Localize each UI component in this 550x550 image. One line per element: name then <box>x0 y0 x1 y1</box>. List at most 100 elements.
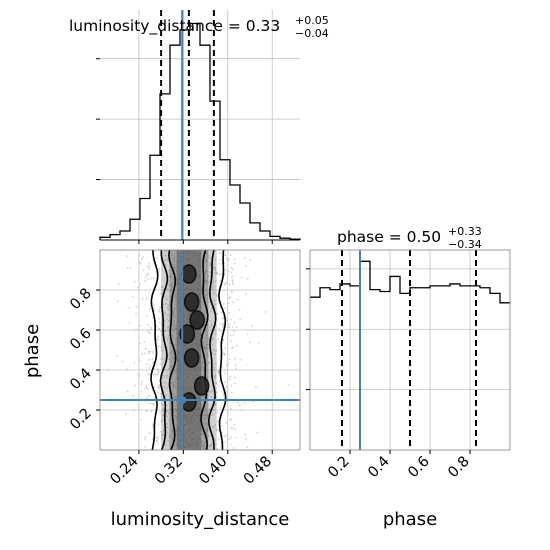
scatter-point <box>192 432 195 435</box>
phase-histogram-panel <box>306 249 511 454</box>
scatter-point <box>184 293 187 296</box>
scatter-point <box>226 319 229 322</box>
scatter-point <box>216 391 218 393</box>
scatter-point <box>187 376 190 378</box>
scatter-point <box>145 385 147 387</box>
scatter-point <box>246 446 249 448</box>
scatter-point <box>135 313 138 315</box>
scatter-point <box>199 300 201 303</box>
scatter-point <box>215 313 218 316</box>
scatter-point <box>185 420 188 423</box>
scatter-point <box>139 283 142 285</box>
scatter-point <box>210 340 213 343</box>
scatter-point <box>212 348 215 350</box>
scatter-point <box>199 411 202 413</box>
scatter-point <box>190 251 193 254</box>
scatter-point <box>220 424 223 427</box>
scatter-point <box>137 372 140 375</box>
scatter-point <box>205 270 208 273</box>
scatter-point <box>198 253 200 256</box>
scatter-point <box>216 271 218 274</box>
scatter-point <box>166 339 169 341</box>
scatter-point <box>217 338 220 341</box>
scatter-point <box>167 337 170 340</box>
scatter-point <box>177 337 180 339</box>
scatter-point <box>159 330 162 333</box>
contour-blob <box>183 292 200 312</box>
scatter-point <box>148 402 150 404</box>
scatter-point <box>176 358 179 360</box>
scatter-point <box>202 396 205 398</box>
scatter-point <box>230 271 233 274</box>
scatter-point <box>214 376 216 379</box>
scatter-point <box>147 352 150 354</box>
scatter-point <box>144 347 147 350</box>
scatter-point <box>232 346 234 348</box>
scatter-point <box>152 352 155 355</box>
panel-frame <box>309 249 511 451</box>
scatter-point <box>163 385 166 388</box>
scatter-point <box>165 298 168 301</box>
scatter-point <box>145 363 148 366</box>
scatter-point <box>178 320 181 322</box>
scatter-point <box>140 383 143 386</box>
scatter-point <box>164 254 167 257</box>
lumi-title-lower: −0.04 <box>295 27 329 40</box>
scatter-point <box>216 295 219 298</box>
phase-title-upper: +0.33 <box>448 225 482 238</box>
scatter-point <box>207 275 210 278</box>
scatter-point <box>133 362 136 365</box>
scatter-point <box>196 332 199 334</box>
scatter-point <box>194 280 197 282</box>
scatter-point <box>195 414 198 416</box>
scatter-point <box>147 278 149 281</box>
scatter-point <box>167 305 169 308</box>
scatter-point <box>209 275 212 277</box>
scatter-point <box>197 348 200 350</box>
scatter-point <box>117 300 119 303</box>
scatter-point <box>257 341 260 344</box>
scatter-point <box>168 419 171 421</box>
scatter-point <box>198 281 201 283</box>
scatter-point <box>244 433 246 436</box>
scatter-point <box>227 362 230 365</box>
scatter-point <box>172 263 175 266</box>
scatter-point <box>150 402 152 405</box>
scatter-point <box>186 372 188 374</box>
scatter-point <box>184 423 187 426</box>
scatter-point <box>199 304 201 307</box>
scatter-point <box>158 308 161 311</box>
scatter-point <box>166 258 169 261</box>
scatter-point <box>169 295 172 298</box>
scatter-point <box>195 408 198 411</box>
phase-title: phase = 0.50 <box>337 228 441 246</box>
scatter-point <box>238 404 241 407</box>
scatter-point <box>179 372 182 375</box>
contour-blob <box>189 310 206 330</box>
scatter-point <box>230 427 233 429</box>
scatter-point <box>164 443 167 446</box>
scatter-point <box>205 280 207 283</box>
scatter-point <box>219 273 222 276</box>
scatter-point <box>165 303 168 305</box>
scatter-point <box>191 419 193 422</box>
scatter-point <box>174 381 176 383</box>
scatter-point <box>202 418 204 421</box>
scatter-point <box>167 440 170 442</box>
scatter-point <box>168 269 171 272</box>
phase-y-tick-label: 0.2 <box>67 406 95 434</box>
scatter-point <box>189 288 192 291</box>
scatter-point <box>185 377 188 379</box>
scatter-point <box>159 411 161 414</box>
scatter-point <box>173 315 176 318</box>
phase-y-tick-label: 0.4 <box>67 366 95 394</box>
scatter-point <box>228 378 231 381</box>
scatter-point <box>215 428 218 431</box>
scatter-point <box>206 422 209 425</box>
scatter-point <box>207 254 210 257</box>
scatter-point <box>183 391 186 394</box>
scatter-point <box>183 363 185 366</box>
scatter-point <box>190 436 192 439</box>
scatter-point <box>207 336 210 339</box>
scatter-point <box>185 414 188 417</box>
